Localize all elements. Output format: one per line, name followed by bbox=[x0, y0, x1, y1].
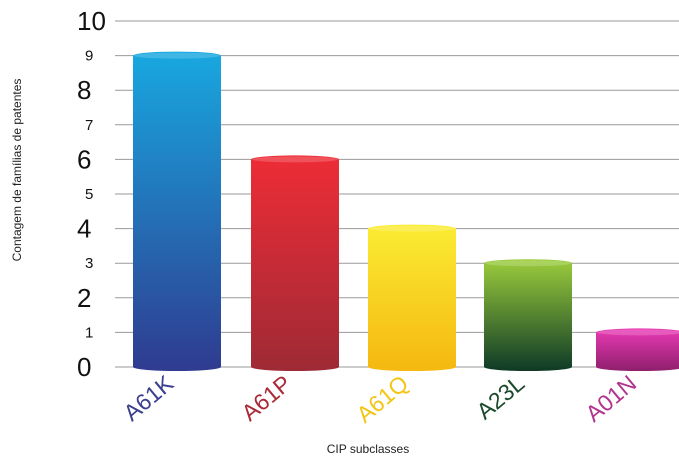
y-tick-label: 4 bbox=[77, 214, 91, 244]
y-tick-label: 0 bbox=[77, 352, 91, 382]
bar-top-highlight bbox=[485, 260, 571, 267]
bar-top-highlight bbox=[252, 156, 338, 163]
y-tick-label: 5 bbox=[85, 186, 93, 203]
bar-top-highlight bbox=[597, 329, 679, 336]
bar-a61q bbox=[368, 224, 456, 371]
bar-a23l bbox=[484, 259, 572, 371]
x-tick-label: A61K bbox=[118, 369, 178, 426]
bar-a61k bbox=[133, 51, 221, 371]
bar-top-highlight bbox=[369, 225, 455, 232]
bar-top-highlight bbox=[134, 52, 220, 59]
y-tick-label: 7 bbox=[85, 117, 93, 134]
x-tick-label: A61Q bbox=[351, 370, 413, 428]
y-tick-label: 9 bbox=[85, 48, 93, 65]
bar-a61p bbox=[251, 155, 339, 371]
x-tick-label: A01N bbox=[580, 370, 641, 427]
bars bbox=[133, 51, 679, 371]
x-tick-label: A23L bbox=[471, 370, 529, 425]
y-tick-label: 1 bbox=[85, 324, 93, 341]
y-tick-labels: 0 1 2 3 4 5 6 7 8 9 10 bbox=[77, 6, 106, 382]
x-tick-label: A61P bbox=[236, 370, 296, 426]
y-tick-label: 2 bbox=[77, 283, 91, 313]
y-tick-label: 3 bbox=[85, 255, 93, 272]
bar-a01n bbox=[596, 328, 679, 371]
x-tick-labels: A61K A61P A61Q A23L A01N bbox=[118, 369, 641, 427]
y-tick-label: 10 bbox=[77, 6, 106, 36]
y-tick-label: 8 bbox=[77, 75, 91, 105]
x-axis-label: CIP subclasses bbox=[327, 442, 409, 456]
y-tick-label: 6 bbox=[77, 144, 91, 174]
y-axis-label: Contagem de famílias de patentes bbox=[10, 79, 24, 262]
